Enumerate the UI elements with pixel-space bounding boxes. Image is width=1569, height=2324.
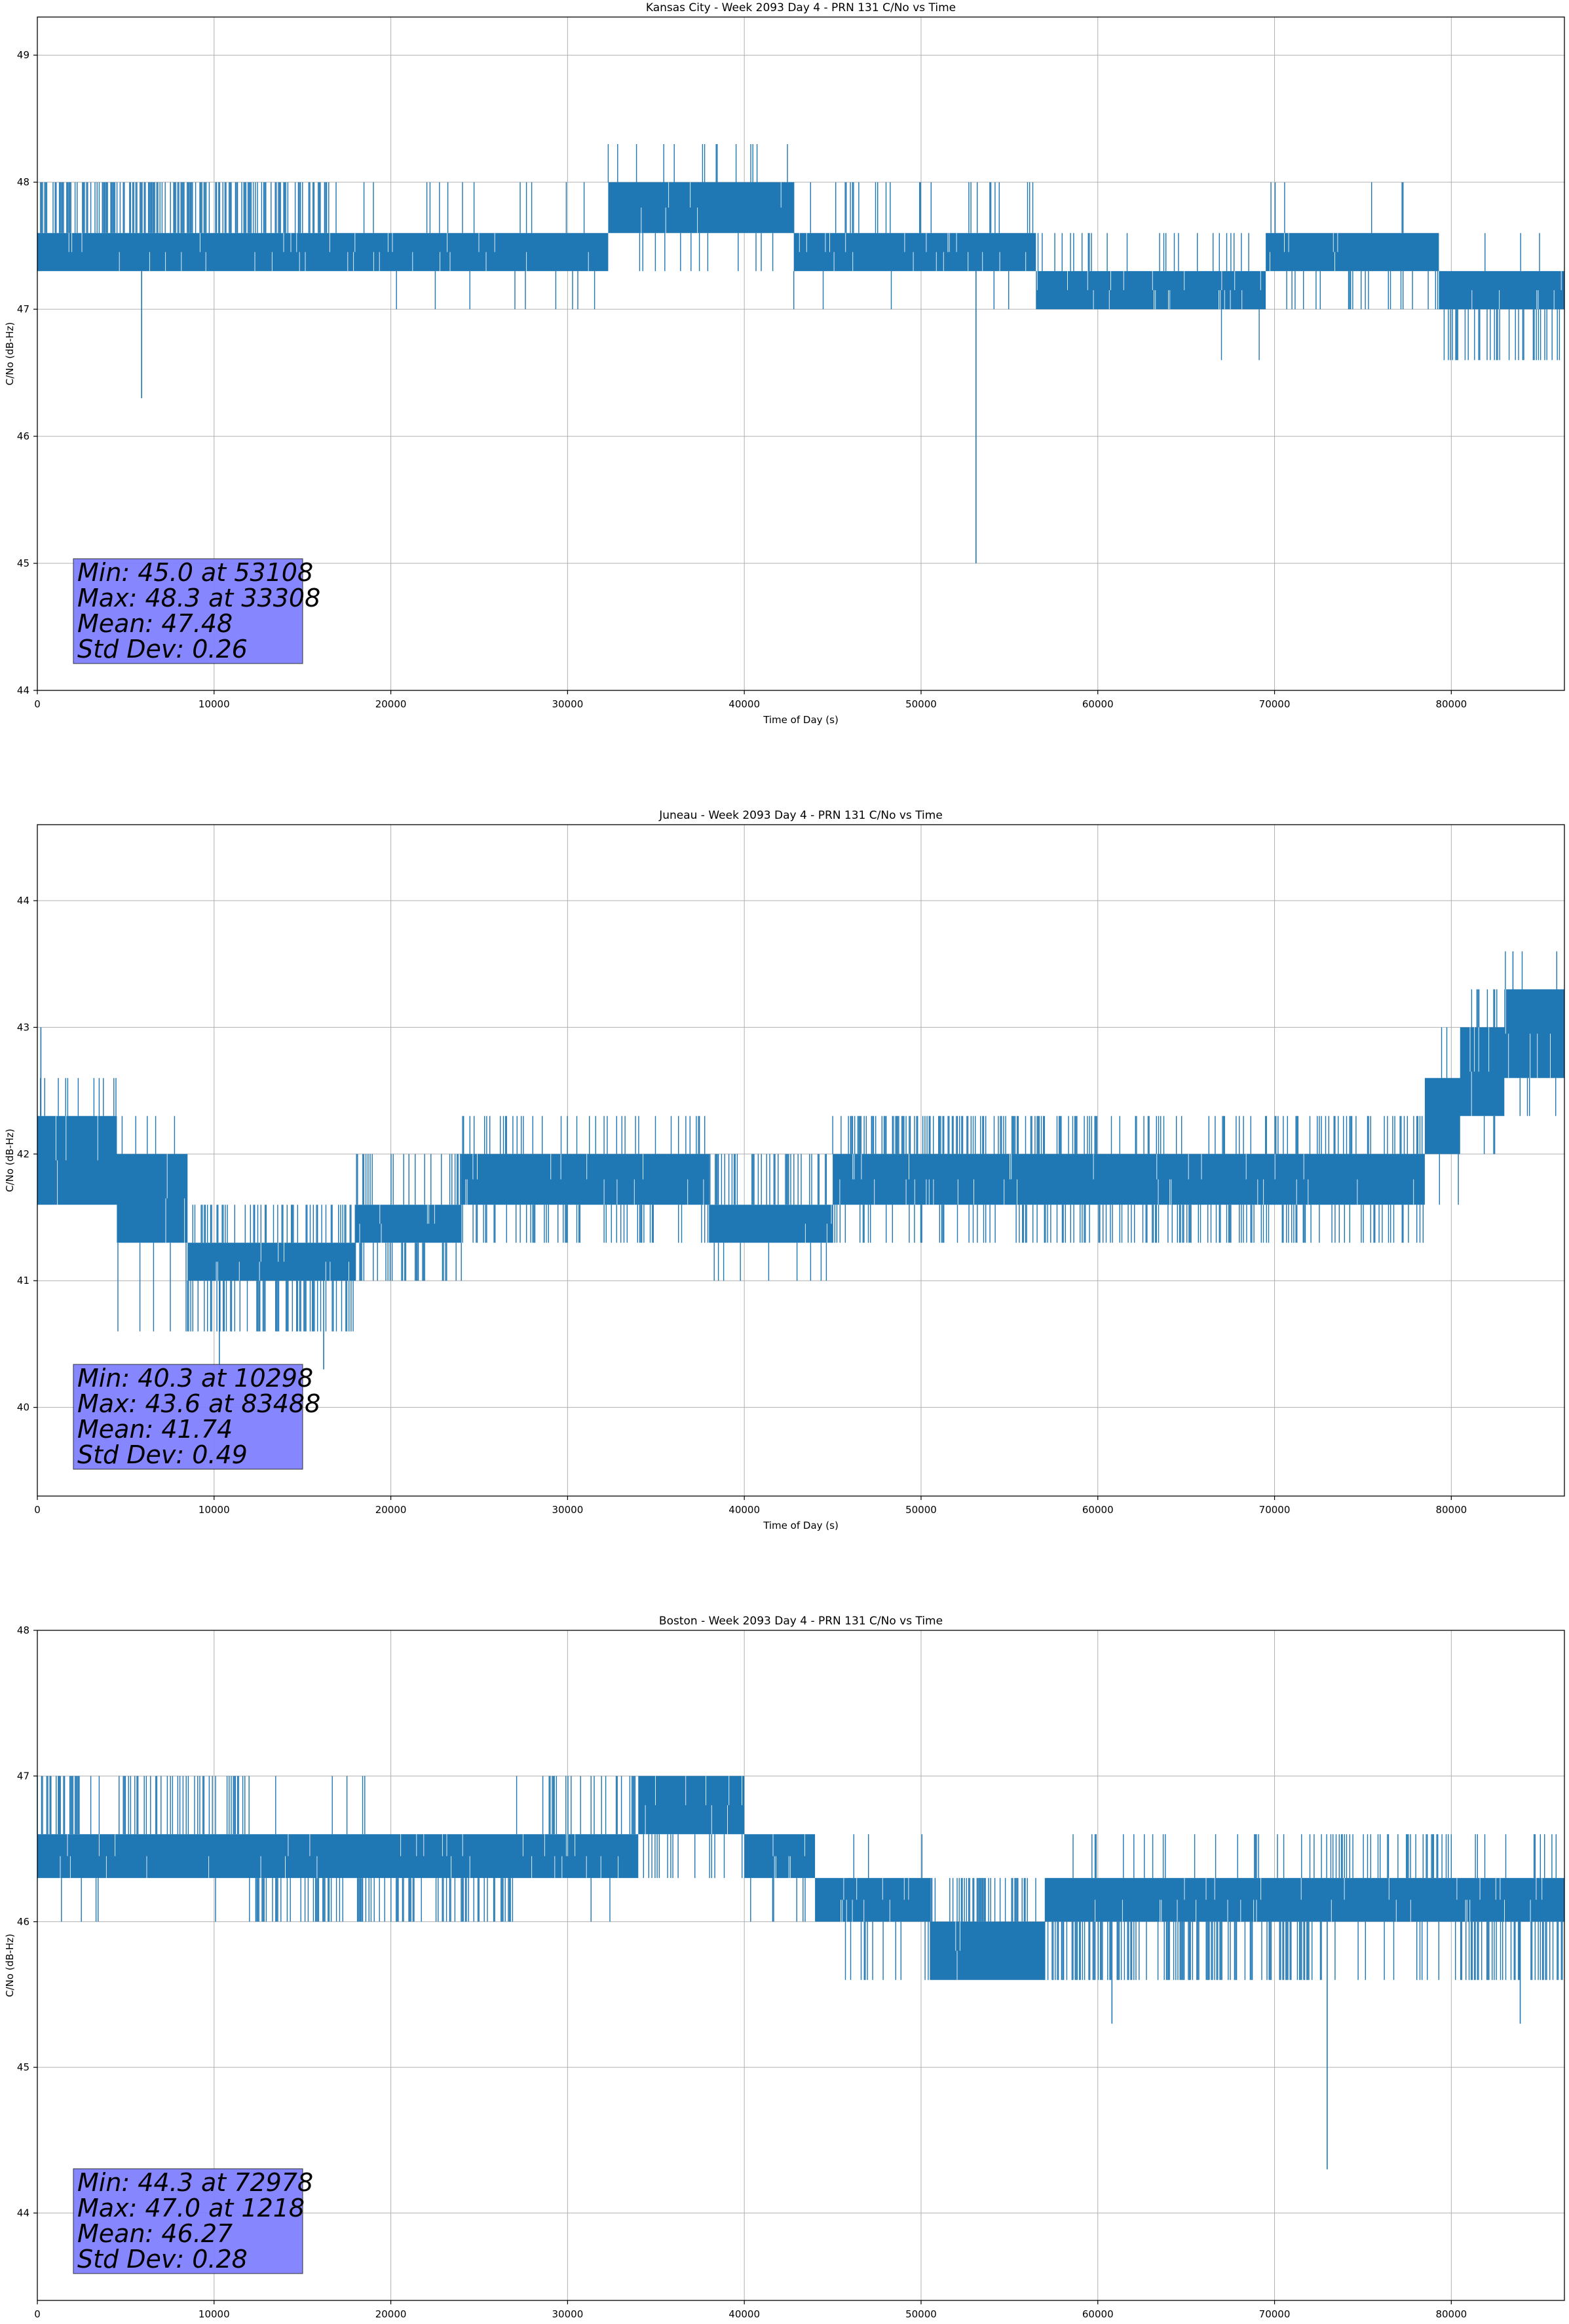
stats-box: [73, 558, 303, 664]
stats-box: [73, 1364, 303, 1470]
y-tick-label: 43: [17, 1021, 29, 1033]
x-tick-label: 70000: [1259, 1504, 1291, 1516]
series-band: [37, 989, 1564, 1281]
x-tick-label: 40000: [728, 1504, 760, 1516]
series-texture: [55, 989, 1551, 1281]
x-tick-label: 20000: [375, 1504, 407, 1516]
x-tick-label: 20000: [375, 2308, 407, 2320]
y-tick-label: 40: [17, 1402, 29, 1414]
axes-frame: [37, 824, 1565, 1497]
y-tick-label: 45: [17, 2061, 29, 2073]
x-tick-label: 0: [34, 698, 41, 710]
series-excursions: [40, 144, 1560, 360]
y-tick-label: 42: [17, 1148, 29, 1160]
stats-text: Min: 45.0 at 53108: [77, 558, 313, 587]
x-tick-label: 80000: [1435, 698, 1467, 710]
x-tick-label: 30000: [552, 698, 584, 710]
stats-text: Mean: 47.48: [77, 609, 233, 638]
y-tick-label: 48: [17, 176, 29, 188]
stats-text: Max: 47.0 at 1218: [77, 2194, 305, 2222]
x-tick-label: 60000: [1082, 698, 1114, 710]
x-tick-label: 30000: [552, 2308, 584, 2320]
y-tick-label: 44: [17, 2207, 29, 2219]
stats-text: Std Dev: 0.26: [77, 635, 248, 664]
series-band: [37, 182, 1564, 310]
stats-text: Std Dev: 0.28: [77, 2245, 248, 2274]
x-tick-label: 30000: [552, 1504, 584, 1516]
axes-frame: [37, 16, 1565, 691]
y-axis-label: C/No (dB-Hz): [4, 1934, 16, 1997]
x-tick-label: 70000: [1259, 698, 1291, 710]
x-tick-label: 0: [34, 2308, 41, 2320]
axes-frame: [37, 1630, 1565, 2301]
stats-box: [73, 2168, 303, 2274]
series-texture: [68, 182, 1562, 310]
y-tick-label: 47: [17, 1770, 29, 1782]
x-tick-label: 40000: [728, 698, 760, 710]
y-axis-label: C/No (dB-Hz): [4, 322, 16, 386]
y-tick-label: 48: [17, 1624, 29, 1636]
series-band: [37, 1776, 1564, 1980]
x-tick-label: 50000: [905, 2308, 937, 2320]
x-tick-label: 50000: [905, 1504, 937, 1516]
x-tick-label: 70000: [1259, 2308, 1291, 2320]
x-tick-label: 50000: [905, 698, 937, 710]
x-tick-label: 40000: [728, 2308, 760, 2320]
stats-text: Min: 40.3 at 10298: [77, 1364, 313, 1393]
x-tick-label: 0: [34, 1504, 41, 1516]
stats-text: Min: 44.3 at 72978: [77, 2168, 313, 2197]
stats-text: Mean: 46.27: [77, 2219, 233, 2248]
x-tick-label: 10000: [198, 698, 230, 710]
chart-title: Juneau - Week 2093 Day 4 - PRN 131 C/No …: [658, 809, 943, 822]
chart-panel-2: 0 10000 20000 30000 40000 50000 60000 70000 8000…: [4, 809, 1565, 1531]
x-tick-label: 10000: [198, 1504, 230, 1516]
x-tick-label: 20000: [375, 698, 407, 710]
y-tick-label: 45: [17, 557, 29, 569]
x-tick-label: 80000: [1435, 2308, 1467, 2320]
x-tick-label: 80000: [1435, 1504, 1467, 1516]
y-tick-label: 41: [17, 1275, 29, 1286]
x-tick-label: 60000: [1082, 2308, 1114, 2320]
x-axis-label: Time of Day (s): [763, 714, 839, 726]
y-tick-label: 44: [17, 895, 29, 907]
chart-title: Kansas City - Week 2093 Day 4 - PRN 131 …: [646, 1, 956, 14]
y-tick-label: 44: [17, 684, 29, 696]
x-tick-label: 60000: [1082, 1504, 1114, 1516]
y-tick-label: 46: [17, 430, 29, 442]
y-tick-label: 46: [17, 1916, 29, 1928]
stats-text: Max: 43.6 at 83488: [77, 1389, 320, 1418]
x-tick-label: 10000: [198, 2308, 230, 2320]
stats-text: Mean: 41.74: [77, 1415, 233, 1444]
y-tick-label: 47: [17, 303, 29, 315]
chart-panel-3: 0 10000 20000 30000 40000 50000 60000 70000 8000…: [4, 1615, 1565, 2320]
y-tick-label: 49: [17, 49, 29, 61]
chart-title: Boston - Week 2093 Day 4 - PRN 131 C/No …: [659, 1615, 943, 1628]
stats-text: Max: 48.3 at 33308: [77, 584, 320, 612]
chart-panel-1: 0 10000 20000 30000 40000 50000 60000 70000 8000…: [4, 1, 1565, 726]
y-axis-label: C/No (dB-Hz): [4, 1129, 16, 1192]
x-axis-label: Time of Day (s): [763, 1520, 839, 1531]
series-texture: [60, 1776, 1543, 1980]
stats-text: Std Dev: 0.49: [77, 1440, 248, 1469]
